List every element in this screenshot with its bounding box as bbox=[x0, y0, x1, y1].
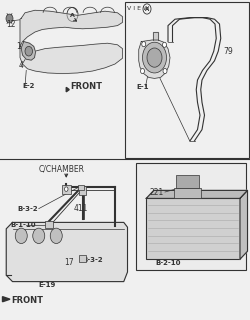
Circle shape bbox=[25, 46, 32, 56]
Text: 411: 411 bbox=[74, 204, 88, 212]
Text: E-1: E-1 bbox=[136, 84, 149, 90]
Text: B-2-10: B-2-10 bbox=[155, 260, 180, 266]
Polygon shape bbox=[146, 190, 248, 198]
Text: A: A bbox=[70, 12, 75, 18]
Text: 79: 79 bbox=[224, 47, 234, 56]
Text: B-3-2: B-3-2 bbox=[82, 257, 103, 263]
Polygon shape bbox=[240, 190, 248, 259]
Bar bbox=[174, 188, 201, 198]
Bar bbox=[79, 255, 86, 262]
Circle shape bbox=[147, 48, 162, 67]
Circle shape bbox=[15, 228, 27, 244]
Circle shape bbox=[6, 14, 13, 23]
Circle shape bbox=[64, 187, 68, 191]
Text: V I E W: V I E W bbox=[127, 6, 149, 12]
Text: C/CHAMBER: C/CHAMBER bbox=[39, 164, 85, 173]
Bar bbox=[176, 175, 199, 188]
Bar bbox=[136, 163, 246, 270]
Text: B-3-2: B-3-2 bbox=[17, 206, 38, 212]
Polygon shape bbox=[20, 10, 122, 46]
Circle shape bbox=[163, 68, 167, 74]
Polygon shape bbox=[2, 297, 10, 302]
Polygon shape bbox=[21, 42, 35, 60]
Circle shape bbox=[140, 68, 144, 74]
Text: 12: 12 bbox=[6, 20, 16, 28]
Text: 17: 17 bbox=[64, 258, 74, 267]
Polygon shape bbox=[66, 87, 69, 92]
Polygon shape bbox=[139, 40, 170, 78]
Text: FRONT: FRONT bbox=[70, 82, 102, 91]
Text: E-19: E-19 bbox=[39, 283, 56, 288]
Circle shape bbox=[33, 228, 45, 244]
Circle shape bbox=[50, 228, 62, 244]
Bar bbox=[125, 2, 249, 158]
Bar bbox=[79, 186, 86, 195]
Polygon shape bbox=[20, 43, 122, 74]
Text: 221: 221 bbox=[150, 188, 164, 197]
Bar bbox=[62, 185, 71, 194]
Polygon shape bbox=[6, 222, 128, 282]
Bar bbox=[45, 221, 52, 228]
Text: E-2: E-2 bbox=[22, 84, 35, 89]
Text: 1: 1 bbox=[16, 42, 21, 51]
Bar bbox=[78, 185, 84, 190]
Text: 4: 4 bbox=[19, 61, 24, 70]
Circle shape bbox=[142, 42, 167, 73]
Circle shape bbox=[142, 42, 146, 47]
Text: A: A bbox=[145, 7, 149, 12]
Bar bbox=[146, 198, 240, 259]
Text: FRONT: FRONT bbox=[11, 296, 43, 305]
Circle shape bbox=[162, 42, 166, 47]
Text: B-1-10: B-1-10 bbox=[10, 222, 36, 228]
